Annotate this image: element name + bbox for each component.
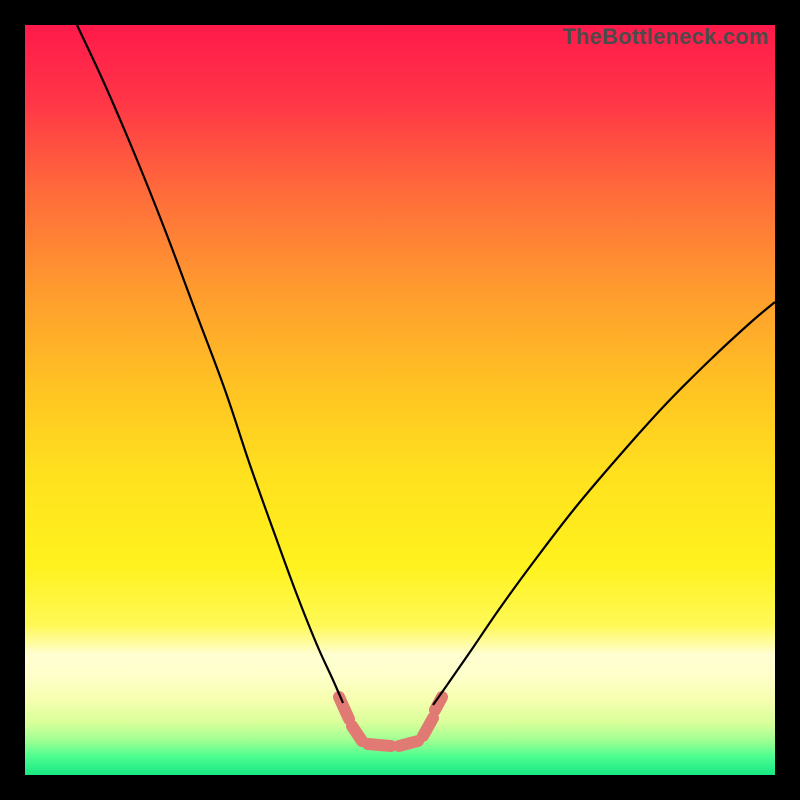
marker-segment xyxy=(368,744,391,746)
curve-right-branch xyxy=(433,302,775,705)
marker-segment xyxy=(423,718,433,736)
marker-segment xyxy=(339,697,349,719)
curve-svg xyxy=(25,25,775,775)
marker-segment xyxy=(399,741,418,746)
bottom-markers xyxy=(339,697,442,746)
curve-left-branch xyxy=(77,25,343,703)
marker-segment xyxy=(352,726,362,741)
plot-area: TheBottleneck.com xyxy=(25,25,775,775)
